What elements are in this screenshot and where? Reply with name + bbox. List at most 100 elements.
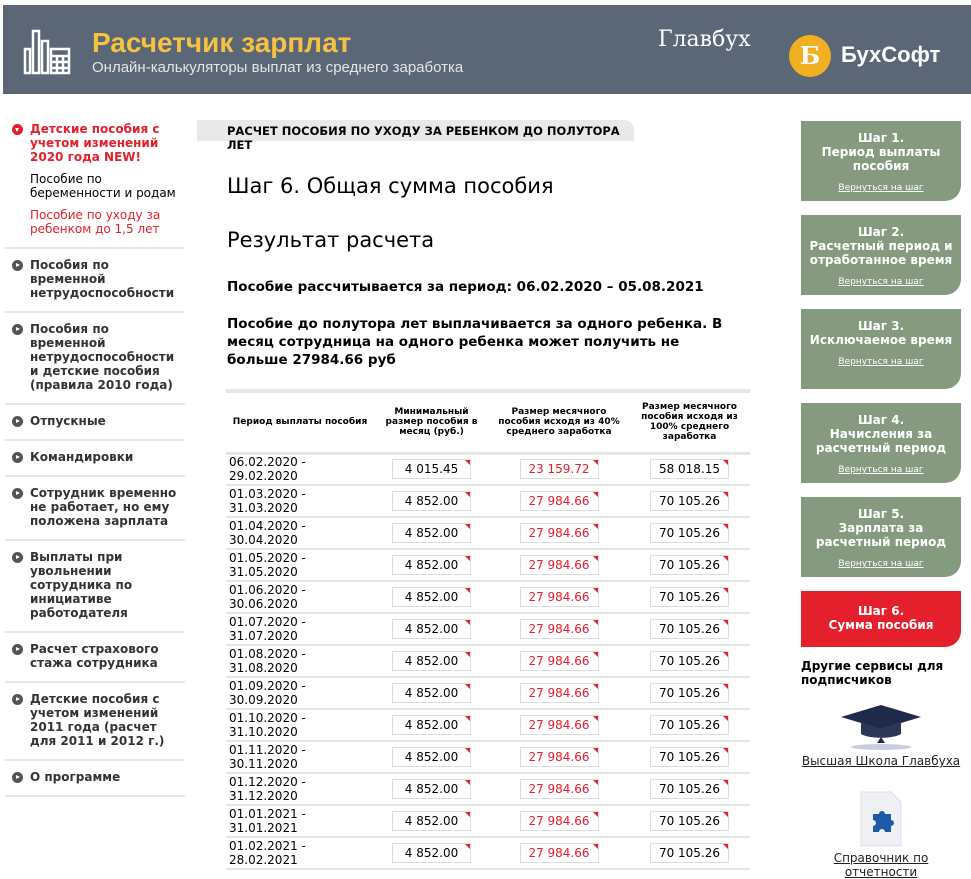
sidebar-item[interactable]: Выплаты при увольнении сотрудника по ини…	[5, 541, 185, 633]
amount-40-field[interactable]: 27 984.66	[519, 843, 599, 863]
step-3[interactable]: Шаг 3. Исключаемое время Вернуться на шаг	[801, 309, 961, 389]
table-row: 01.04.2020 - 30.04.2020 4 852.00 27 984.66…	[226, 517, 750, 550]
amount-100-field[interactable]: 70 105.26	[650, 715, 729, 735]
service-link-school[interactable]: Высшая Школа Главбуха	[801, 754, 961, 768]
benefit-table: Период выплаты пособия Минимальный разме…	[226, 389, 750, 870]
min-amount-field[interactable]: 4 852.00	[392, 491, 471, 511]
amount-100-field[interactable]: 70 105.26	[650, 683, 729, 703]
amount-40-field[interactable]: 27 984.66	[519, 683, 599, 703]
step-2[interactable]: Шаг 2. Расчетный период и отработанное в…	[801, 215, 961, 295]
min-amount-field[interactable]: 4 015.45	[392, 459, 471, 480]
period-text: Пособие рассчитывается за период: 06.02.…	[227, 279, 704, 295]
amount-100-field[interactable]: 70 105.26	[650, 843, 729, 863]
min-amount-field[interactable]: 4 852.00	[392, 619, 471, 639]
amount-40-field[interactable]: 27 984.66	[519, 811, 599, 831]
min-amount-field[interactable]: 4 852.00	[392, 555, 471, 575]
amount-100-field[interactable]: 70 105.26	[650, 555, 729, 575]
service-link-reference[interactable]: Справочник по отчетности	[833, 851, 929, 879]
sidebar-item[interactable]: О программе	[5, 761, 185, 797]
table-row: 01.07.2020 - 31.07.2020 4 852.00 27 984.66…	[226, 613, 750, 646]
period-cell: 01.07.2020 - 31.07.2020	[226, 613, 374, 646]
amount-100-field[interactable]: 70 105.26	[650, 587, 729, 607]
graduation-cap-icon[interactable]	[801, 701, 961, 754]
amount-40-field[interactable]: 27 984.66	[519, 619, 599, 639]
main-content: РАСЧЕТ ПОСОБИЯ ПО УХОДУ ЗА РЕБЕНКОМ ДО П…	[197, 120, 750, 870]
sidebar-item[interactable]: Детские пособия с учетом изменений 2020 …	[5, 113, 185, 249]
sidebar-item[interactable]: Отпускные	[5, 405, 185, 441]
table-row: 01.12.2020 - 31.12.2020 4 852.00 27 984.66…	[226, 773, 750, 806]
return-to-step-link[interactable]: Вернуться на шаг	[838, 183, 924, 193]
glavbuh-logo[interactable]: Главбух	[658, 27, 751, 52]
buhsoft-logo[interactable]: БухСофт	[841, 42, 941, 67]
col-header-period: Период выплаты пособия	[226, 391, 374, 455]
result-title: Результат расчета	[227, 228, 435, 252]
sidebar-item-label: Выплаты при увольнении сотрудника по ини…	[30, 550, 133, 620]
amount-100-field[interactable]: 70 105.26	[650, 779, 729, 799]
min-amount-field[interactable]: 4 852.00	[392, 747, 471, 767]
bullet-icon	[12, 324, 23, 335]
table-row: 06.02.2020 - 29.02.2020 4 015.45 23 159.72…	[226, 453, 750, 486]
sidebar-item[interactable]: Пособия по временной нетрудоспособности …	[5, 313, 185, 405]
amount-40-field[interactable]: 27 984.66	[519, 747, 599, 767]
sidebar-item-label: Пособия по временной нетрудоспособности …	[30, 322, 175, 392]
amount-40-field[interactable]: 27 984.66	[519, 555, 599, 575]
amount-100-field[interactable]: 58 018.15	[650, 459, 729, 480]
app-subtitle: Онлайн-калькуляторы выплат из среднего з…	[92, 59, 464, 76]
min-amount-field[interactable]: 4 852.00	[392, 523, 471, 543]
min-amount-field[interactable]: 4 852.00	[392, 843, 471, 863]
min-amount-field[interactable]: 4 852.00	[392, 715, 471, 735]
return-to-step-link[interactable]: Вернуться на шаг	[838, 465, 924, 475]
step-label: Шаг 5. Зарплата за расчетный период	[815, 507, 947, 549]
step-label: Шаг 1. Период выплаты пособия	[821, 131, 941, 173]
period-cell: 01.04.2020 - 30.04.2020	[226, 517, 374, 550]
table-row: 01.05.2020 - 31.05.2020 4 852.00 27 984.66…	[226, 549, 750, 582]
amount-100-field[interactable]: 70 105.26	[650, 491, 729, 511]
min-amount-field[interactable]: 4 852.00	[392, 651, 471, 671]
min-amount-field[interactable]: 4 852.00	[392, 683, 471, 703]
amount-40-field[interactable]: 23 159.72	[519, 459, 599, 480]
bullet-icon	[12, 772, 23, 783]
amount-100-field[interactable]: 70 105.26	[650, 619, 729, 639]
period-cell: 01.10.2020 - 31.10.2020	[226, 709, 374, 742]
sidebar-item-label: Пособия по временной нетрудоспособности	[30, 258, 175, 300]
section-tag: РАСЧЕТ ПОСОБИЯ ПО УХОДУ ЗА РЕБЕНКОМ ДО П…	[197, 120, 634, 152]
min-amount-field[interactable]: 4 852.00	[392, 587, 471, 607]
amount-100-field[interactable]: 70 105.26	[650, 811, 729, 831]
return-to-step-link[interactable]: Вернуться на шаг	[838, 277, 924, 287]
step-5[interactable]: Шаг 5. Зарплата за расчетный период Верну…	[801, 497, 961, 577]
amount-40-field[interactable]: 27 984.66	[519, 523, 599, 543]
col-header-min: Минимальный размер пособия в месяц (руб.…	[374, 391, 489, 455]
sidebar-item[interactable]: Детские пособия с учетом изменений 2011 …	[5, 683, 185, 761]
step-4[interactable]: Шаг 4. Начисления за расчетный период Вер…	[801, 403, 961, 483]
period-cell: 06.02.2020 - 29.02.2020	[226, 453, 374, 486]
amount-40-field[interactable]: 27 984.66	[519, 779, 599, 799]
sidebar-item[interactable]: Сотрудник временно не работает, но ему п…	[5, 477, 185, 541]
sidebar-subitem[interactable]: Пособие по уходу за ребенком до 1,5 лет	[30, 208, 161, 236]
sidebar-item-label: Сотрудник временно не работает, но ему п…	[30, 486, 177, 528]
sidebar-item[interactable]: Командировки	[5, 441, 185, 477]
min-amount-field[interactable]: 4 852.00	[392, 811, 471, 831]
sidebar-item[interactable]: Пособия по временной нетрудоспособности	[5, 249, 185, 313]
limit-text: Пособие до полутора лет выплачивается за…	[227, 316, 723, 368]
period-cell: 01.09.2020 - 30.09.2020	[226, 677, 374, 710]
amount-40-field[interactable]: 27 984.66	[519, 491, 599, 511]
step-title: Шаг 6. Общая сумма пособия	[227, 174, 554, 198]
min-amount-field[interactable]: 4 852.00	[392, 779, 471, 799]
amount-40-field[interactable]: 27 984.66	[519, 715, 599, 735]
return-to-step-link[interactable]: Вернуться на шаг	[838, 357, 924, 367]
table-row: 01.03.2020 - 31.03.2020 4 852.00 27 984.66…	[226, 485, 750, 518]
step-1[interactable]: Шаг 1. Период выплаты пособия Вернуться н…	[801, 121, 961, 201]
amount-40-field[interactable]: 27 984.66	[519, 587, 599, 607]
bullet-icon	[12, 488, 23, 499]
amount-100-field[interactable]: 70 105.26	[650, 747, 729, 767]
amount-40-field[interactable]: 27 984.66	[519, 651, 599, 671]
sidebar-item-label: О программе	[30, 770, 121, 784]
puzzle-document-icon[interactable]	[801, 790, 961, 851]
amount-100-field[interactable]: 70 105.26	[650, 651, 729, 671]
table-row: 01.06.2020 - 30.06.2020 4 852.00 27 984.66…	[226, 581, 750, 614]
sidebar-item[interactable]: Расчет страхового стажа сотрудника	[5, 633, 185, 683]
amount-100-field[interactable]: 70 105.26	[650, 523, 729, 543]
buhsoft-logo-icon[interactable]: Б	[789, 35, 831, 77]
return-to-step-link[interactable]: Вернуться на шаг	[838, 559, 924, 569]
sidebar-subitem[interactable]: Пособие по беременности и родам	[30, 172, 176, 200]
